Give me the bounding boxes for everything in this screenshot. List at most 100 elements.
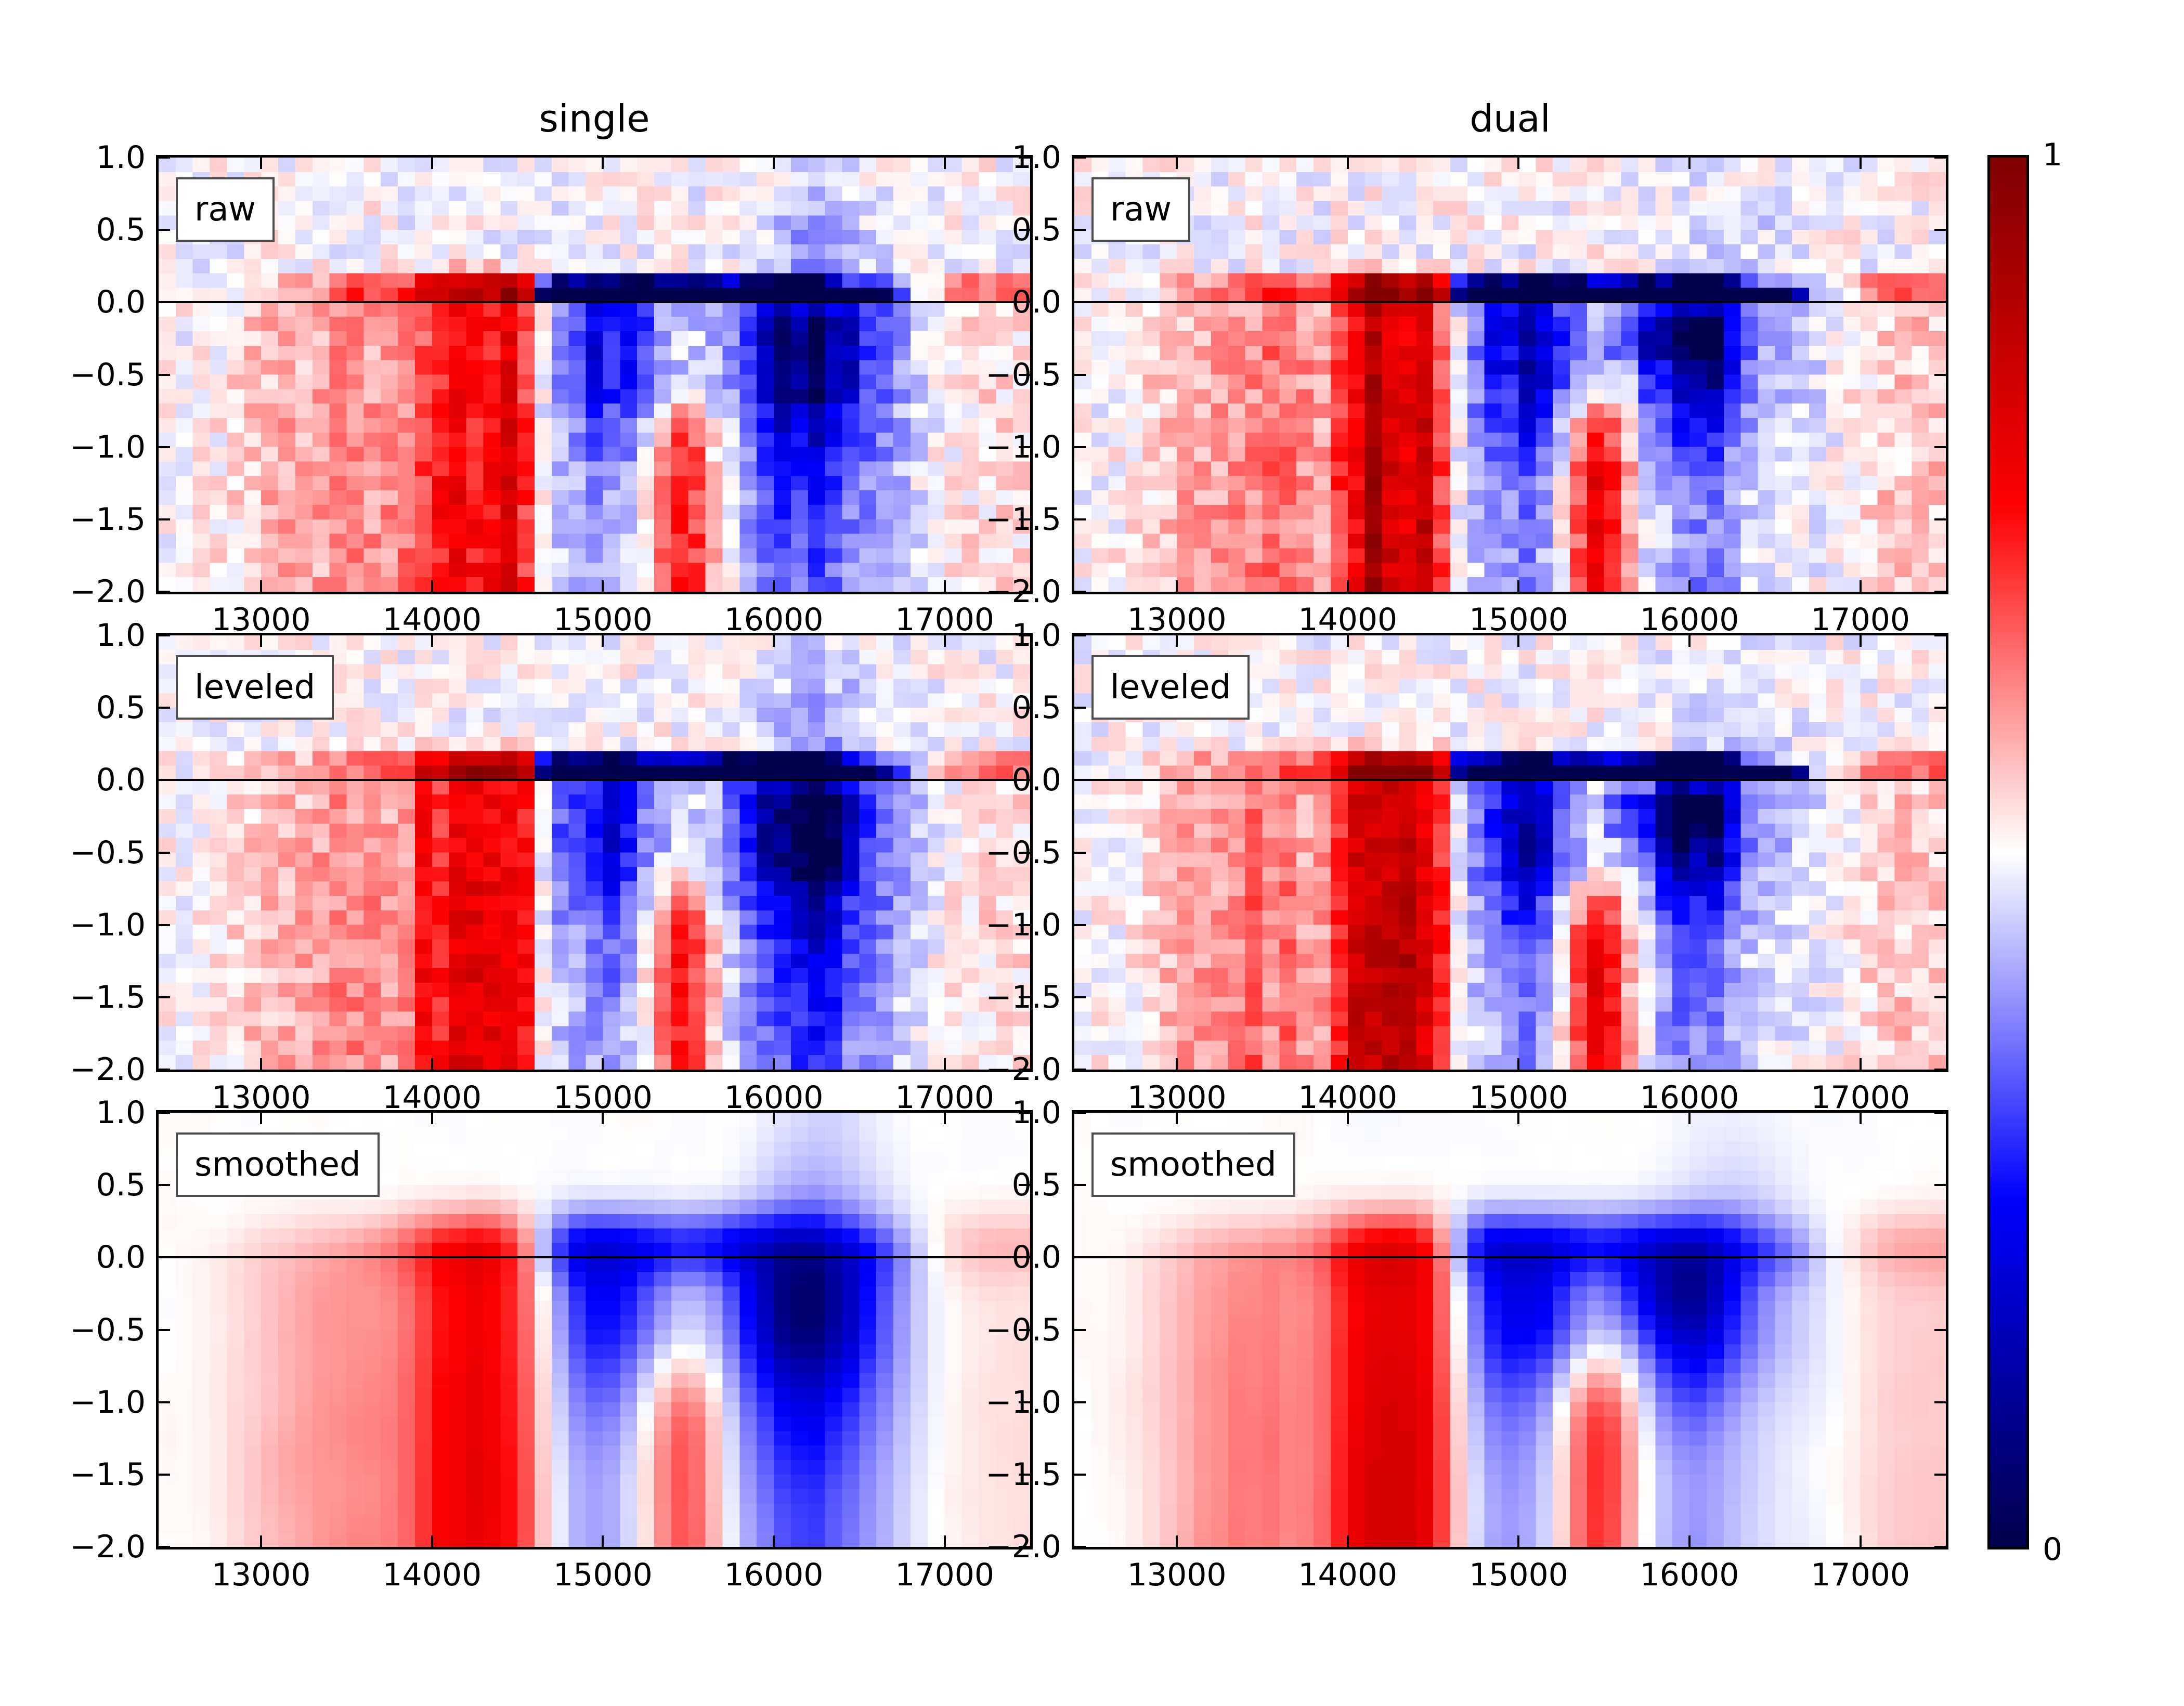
tick-right-mark (1934, 851, 1946, 854)
y-axis-tick-label: 0.5 (1011, 1167, 1061, 1204)
tick-right-mark (1019, 591, 1030, 593)
x-axis-tick-label: 14000 (382, 602, 482, 638)
y-axis-tick-label: −1.0 (985, 906, 1061, 943)
column-title-single: single (539, 97, 650, 140)
tick-right-mark (1019, 446, 1030, 448)
tick-bottom-mark (1517, 1535, 1520, 1547)
y-axis-tick-label: −1.5 (985, 979, 1061, 1015)
panel-single-smoothed: smoothed (156, 1110, 1033, 1549)
tick-bottom-mark (1688, 1535, 1691, 1547)
x-axis-tick-label: 17000 (895, 1557, 995, 1593)
y-axis-tick-label: −0.5 (70, 356, 146, 393)
zero-line (159, 301, 1030, 304)
tick-left-mark (159, 229, 170, 231)
tick-top-mark (1176, 1113, 1178, 1124)
zero-line (159, 1256, 1030, 1259)
tick-right-mark (1934, 923, 1946, 926)
y-axis-tick-label: −2.0 (70, 1051, 146, 1088)
y-axis-tick-label: −1.5 (70, 501, 146, 538)
y-axis-tick-label: −1.0 (70, 428, 146, 465)
tick-left-mark (159, 157, 170, 159)
tick-top-mark (602, 1113, 604, 1124)
x-axis-tick-label: 14000 (382, 1557, 482, 1593)
colorbar-label-top: 1 (2043, 137, 2063, 173)
panel-label-leveled: leveled (176, 655, 334, 720)
tick-left-mark (159, 591, 170, 593)
tick-left-mark (1074, 634, 1086, 636)
tick-right-mark (1934, 157, 1946, 159)
panel-single-raw: raw (156, 155, 1033, 594)
x-axis-tick-label: 17000 (1811, 602, 1910, 638)
x-axis-tick-label: 14000 (1298, 602, 1398, 638)
tick-top-mark (260, 158, 263, 169)
tick-top-mark (943, 635, 946, 647)
tick-bottom-mark (1688, 1058, 1691, 1070)
tick-top-mark (1346, 158, 1349, 169)
tick-bottom-mark (943, 580, 946, 592)
heatmap-canvas (1074, 158, 1946, 592)
tick-right-mark (1019, 1184, 1030, 1187)
tick-bottom-mark (260, 1058, 263, 1070)
x-axis-tick-label: 13000 (211, 1079, 311, 1116)
y-axis-tick-label: −0.5 (985, 356, 1061, 393)
tick-right-mark (1019, 373, 1030, 376)
y-axis-tick-label: −1.5 (985, 1456, 1061, 1493)
tick-bottom-mark (1176, 1535, 1178, 1547)
tick-left-mark (159, 1401, 170, 1403)
tick-right-mark (1019, 707, 1030, 709)
y-axis-tick-label: 1.0 (1011, 617, 1061, 654)
tick-top-mark (1859, 635, 1862, 647)
colorbar (1987, 155, 2029, 1549)
tick-bottom-mark (1346, 580, 1349, 592)
y-axis-tick-label: 1.0 (1011, 1095, 1061, 1131)
tick-left-mark (159, 1184, 170, 1187)
tick-bottom-mark (260, 1535, 263, 1547)
panel-label-raw: raw (1091, 177, 1190, 242)
x-axis-tick-label: 15000 (1468, 1079, 1568, 1116)
y-axis-tick-label: −2.0 (70, 574, 146, 610)
x-axis-tick-label: 14000 (382, 1079, 482, 1116)
tick-right-mark (1019, 1069, 1030, 1071)
tick-bottom-mark (1346, 1535, 1349, 1547)
panel-label-smoothed: smoothed (176, 1132, 380, 1197)
y-axis-tick-label: 1.0 (96, 139, 146, 176)
tick-bottom-mark (431, 1535, 433, 1547)
tick-bottom-mark (1517, 1058, 1520, 1070)
zero-line (1074, 779, 1946, 782)
tick-left-mark (1074, 373, 1086, 376)
tick-right-mark (1019, 996, 1030, 998)
tick-left-mark (1074, 1329, 1086, 1331)
y-axis-tick-label: 0.0 (1011, 1239, 1061, 1276)
tick-top-mark (1859, 158, 1862, 169)
y-axis-tick-label: −2.0 (985, 1051, 1061, 1088)
panel-dual-leveled: leveled (1072, 633, 1948, 1072)
y-axis-tick-label: 1.0 (96, 1095, 146, 1131)
tick-bottom-mark (602, 1535, 604, 1547)
zero-line (1074, 1256, 1946, 1259)
tick-bottom-mark (1688, 580, 1691, 592)
tick-left-mark (1074, 591, 1086, 593)
tick-top-mark (431, 635, 433, 647)
tick-bottom-mark (773, 1058, 775, 1070)
x-axis-tick-label: 13000 (211, 1557, 311, 1593)
tick-left-mark (1074, 157, 1086, 159)
y-axis-tick-label: −1.5 (70, 1456, 146, 1493)
tick-right-mark (1019, 1401, 1030, 1403)
x-axis-tick-label: 14000 (1298, 1557, 1398, 1593)
tick-left-mark (159, 851, 170, 854)
tick-bottom-mark (943, 1058, 946, 1070)
colorbar-label-bottom: 0 (2043, 1531, 2063, 1568)
tick-left-mark (1074, 996, 1086, 998)
y-axis-tick-label: −0.5 (985, 834, 1061, 871)
x-axis-tick-label: 17000 (895, 602, 995, 638)
tick-top-mark (1517, 1113, 1520, 1124)
x-axis-tick-label: 15000 (1468, 602, 1568, 638)
y-axis-tick-label: −2.0 (985, 574, 1061, 610)
tick-top-mark (1688, 1113, 1691, 1124)
tick-left-mark (159, 446, 170, 448)
tick-bottom-mark (773, 1535, 775, 1547)
tick-right-mark (1934, 229, 1946, 231)
tick-left-mark (159, 923, 170, 926)
tick-right-mark (1019, 1112, 1030, 1114)
